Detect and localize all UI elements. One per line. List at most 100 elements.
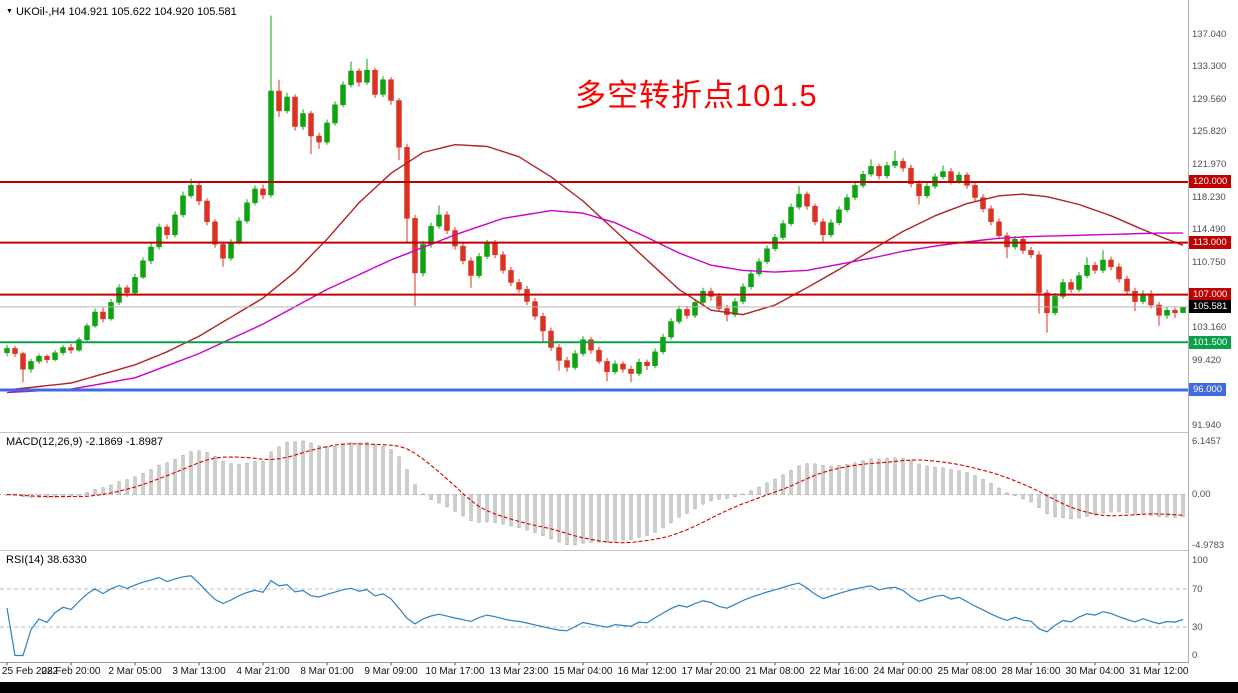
candle[interactable] <box>892 150 898 169</box>
candle[interactable] <box>1164 306 1170 319</box>
candle[interactable] <box>364 58 370 85</box>
candle[interactable] <box>596 346 602 364</box>
candle[interactable] <box>860 170 866 188</box>
candle[interactable] <box>940 165 946 180</box>
candle[interactable] <box>1052 292 1058 316</box>
candle[interactable] <box>1044 289 1050 333</box>
candle[interactable] <box>788 203 794 227</box>
candle[interactable] <box>356 68 362 87</box>
candle[interactable] <box>652 348 658 369</box>
candle[interactable] <box>1180 306 1186 313</box>
candle[interactable] <box>204 198 210 226</box>
candle[interactable] <box>508 266 514 286</box>
candle[interactable] <box>668 318 674 340</box>
candle[interactable] <box>100 307 106 323</box>
candle[interactable] <box>1148 290 1154 309</box>
candle[interactable] <box>1172 307 1178 318</box>
candle[interactable] <box>236 217 242 245</box>
candle[interactable] <box>380 76 386 97</box>
candle[interactable] <box>636 358 642 377</box>
candle[interactable] <box>12 345 18 357</box>
candle[interactable] <box>676 305 682 325</box>
candle[interactable] <box>1132 287 1138 312</box>
candle[interactable] <box>84 323 90 343</box>
candle[interactable] <box>36 353 42 364</box>
candle[interactable] <box>852 182 858 201</box>
candle[interactable] <box>692 299 698 318</box>
candle[interactable] <box>572 350 578 370</box>
ma-slow-line[interactable] <box>6 209 1183 394</box>
candle[interactable] <box>260 184 266 200</box>
candle[interactable] <box>252 185 258 206</box>
candle[interactable] <box>436 205 442 229</box>
candle[interactable] <box>444 211 450 234</box>
candle[interactable] <box>876 163 882 180</box>
candle[interactable] <box>900 157 906 172</box>
candle[interactable] <box>108 299 114 321</box>
candle[interactable] <box>612 360 618 375</box>
candle[interactable] <box>644 359 650 370</box>
candle[interactable] <box>1100 250 1106 273</box>
candle[interactable] <box>388 77 394 105</box>
candle[interactable] <box>564 357 570 372</box>
candle[interactable] <box>404 143 410 243</box>
candle[interactable] <box>140 257 146 279</box>
ma-fast-line[interactable] <box>6 143 1184 391</box>
candle[interactable] <box>172 211 178 238</box>
candle[interactable] <box>396 97 402 161</box>
candle[interactable] <box>1028 247 1034 259</box>
candle[interactable] <box>268 15 274 198</box>
annotation-text[interactable]: 多空转折点101.5 <box>575 78 818 113</box>
candle[interactable] <box>148 243 154 265</box>
candle[interactable] <box>76 337 82 352</box>
candle[interactable] <box>844 194 850 213</box>
candle[interactable] <box>780 220 786 240</box>
candle[interactable] <box>812 203 818 226</box>
candle[interactable] <box>996 218 1002 240</box>
candle[interactable] <box>884 162 890 179</box>
candle[interactable] <box>804 191 810 210</box>
candle[interactable] <box>964 172 970 189</box>
candle[interactable] <box>748 270 754 290</box>
candle[interactable] <box>44 354 50 364</box>
candle[interactable] <box>412 214 418 306</box>
candle[interactable] <box>828 219 834 238</box>
candle[interactable] <box>684 305 690 319</box>
candle[interactable] <box>516 279 522 293</box>
candle[interactable] <box>308 110 314 155</box>
candle[interactable] <box>1036 251 1042 314</box>
candle[interactable] <box>164 224 170 240</box>
candle[interactable] <box>332 101 338 126</box>
candle[interactable] <box>1004 232 1010 259</box>
candle[interactable] <box>68 344 74 354</box>
candle[interactable] <box>284 92 290 114</box>
candle[interactable] <box>1068 279 1074 293</box>
candle[interactable] <box>372 67 378 98</box>
candle[interactable] <box>820 218 826 242</box>
candle[interactable] <box>1020 235 1026 254</box>
candle[interactable] <box>52 350 58 362</box>
candle[interactable] <box>836 206 842 226</box>
candle[interactable] <box>764 245 770 265</box>
time-axis[interactable]: 25 Feb 2022 28 Feb 20:00 2 Mar 05:00 3 Mar … <box>0 666 1189 682</box>
candle[interactable] <box>716 292 722 312</box>
candle[interactable] <box>156 223 162 250</box>
candle[interactable] <box>220 241 226 267</box>
candle[interactable] <box>588 337 594 354</box>
candle[interactable] <box>540 312 546 343</box>
candle[interactable] <box>300 109 306 130</box>
candle[interactable] <box>4 344 10 357</box>
candle[interactable] <box>1116 263 1122 283</box>
candle[interactable] <box>1076 272 1082 292</box>
candle[interactable] <box>244 199 250 224</box>
candle[interactable] <box>620 361 626 373</box>
candle[interactable] <box>276 79 282 117</box>
candle[interactable] <box>92 308 98 328</box>
candle[interactable] <box>924 182 930 199</box>
candle[interactable] <box>196 182 202 206</box>
candle[interactable] <box>452 227 458 250</box>
price-scale[interactable]: 120.000 113.000 107.000 101.500 96.000 105.58… <box>1189 0 1238 683</box>
candle[interactable] <box>292 94 298 131</box>
candle[interactable] <box>660 333 666 355</box>
